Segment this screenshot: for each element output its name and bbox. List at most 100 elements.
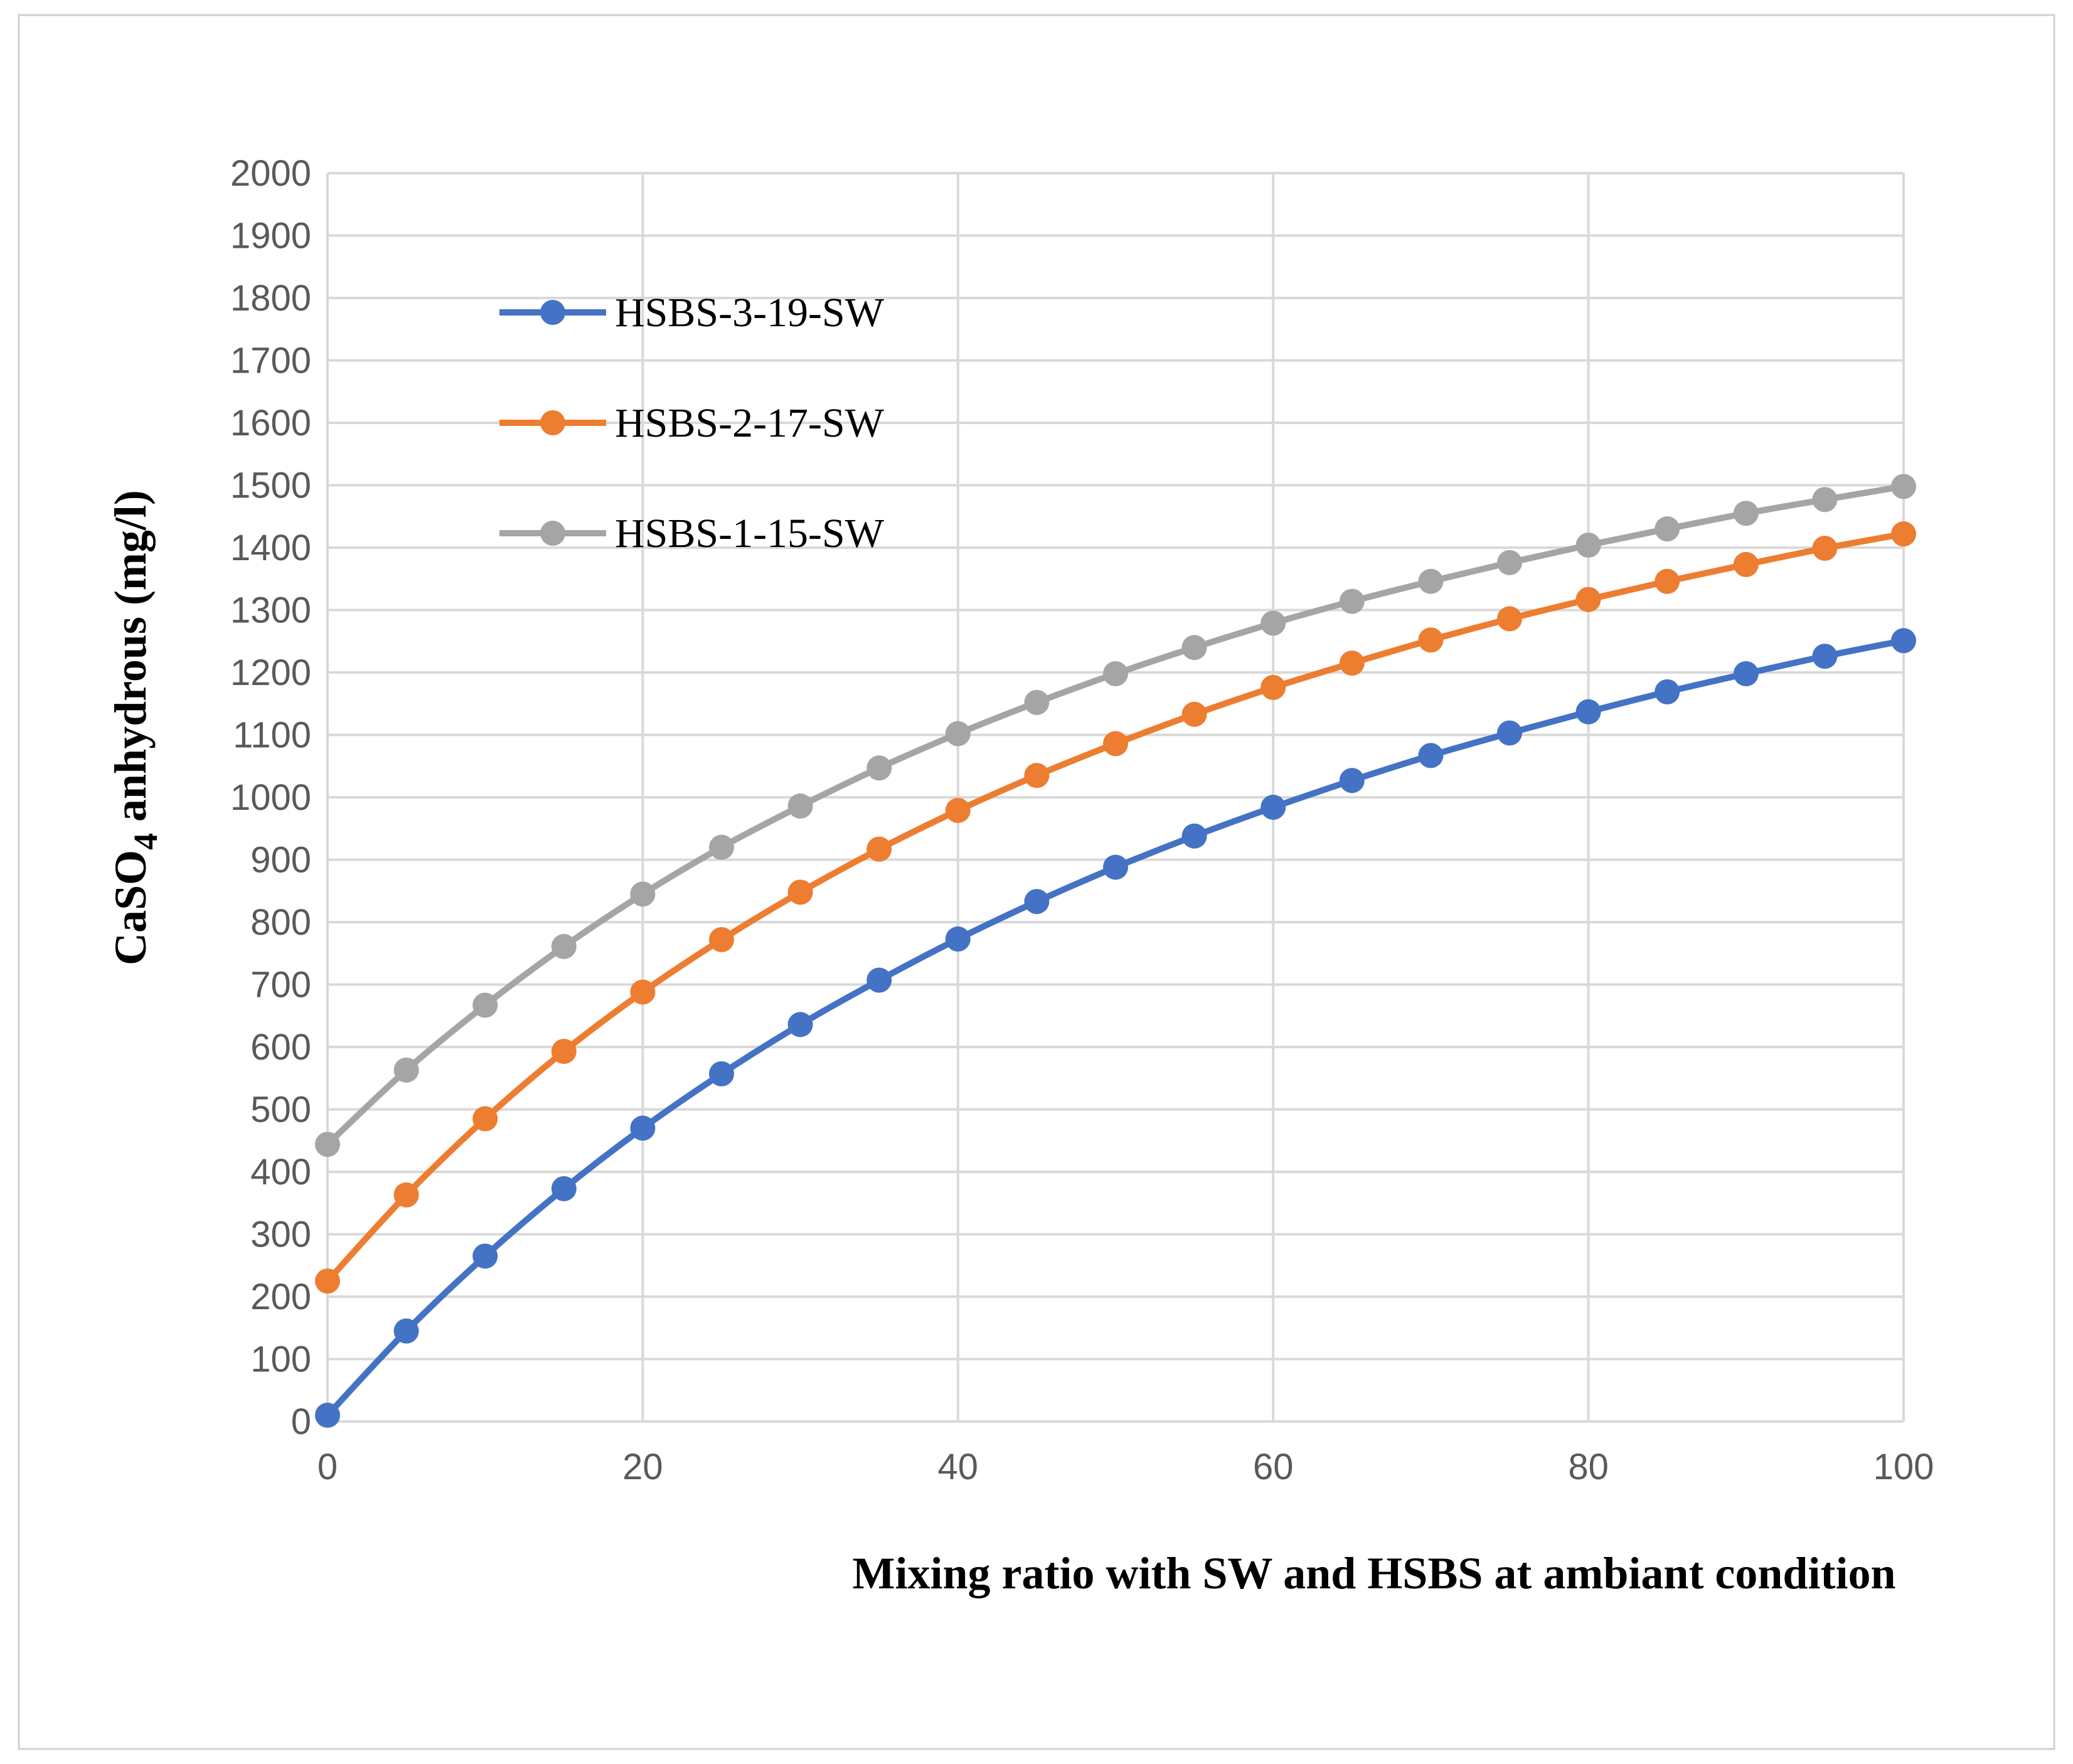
- y-tick-label: 300: [250, 1214, 311, 1255]
- y-tick-label: 1800: [230, 278, 311, 319]
- data-point: [472, 992, 498, 1018]
- y-tick-label: 1400: [230, 528, 311, 568]
- series-HSBS-2-17-SW: [315, 521, 1916, 1294]
- legend-marker: [540, 300, 565, 325]
- y-tick-label: 1000: [230, 777, 311, 818]
- y-tick-label: 1600: [230, 403, 311, 444]
- legend-item: HSBS-1-15-SW: [499, 511, 885, 556]
- data-point: [1655, 568, 1680, 594]
- data-point: [866, 836, 892, 862]
- data-point: [472, 1243, 498, 1269]
- data-point: [945, 721, 971, 747]
- x-tick-label: 20: [622, 1447, 663, 1487]
- y-tick-label: 1300: [230, 590, 311, 631]
- data-point: [1181, 701, 1207, 727]
- y-tick-label: 2000: [230, 153, 311, 194]
- data-point: [630, 881, 656, 907]
- data-point: [709, 927, 734, 952]
- data-point: [1575, 587, 1601, 612]
- data-point: [1497, 550, 1522, 575]
- data-point: [1891, 521, 1916, 547]
- y-tick-label: 500: [250, 1090, 311, 1130]
- data-point: [1575, 699, 1601, 725]
- x-tick-label: 100: [1873, 1447, 1934, 1487]
- data-point: [787, 1012, 813, 1038]
- data-point: [709, 834, 734, 860]
- y-axis-ticks: 0 100 200 300 400 500 600 700 800 900 1000 1100 1200…: [230, 153, 311, 1442]
- legend-marker: [540, 521, 565, 546]
- x-tick-label: 80: [1568, 1447, 1609, 1487]
- data-point: [1024, 689, 1050, 715]
- series-HSBS-3-19-SW: [315, 628, 1916, 1428]
- y-tick-label: 1700: [230, 341, 311, 381]
- legend-item: HSBS-3-19-SW: [499, 290, 885, 336]
- data-point: [1260, 610, 1286, 636]
- data-point: [551, 1038, 577, 1064]
- data-point: [1812, 644, 1838, 669]
- legend-item: HSBS-2-17-SW: [499, 400, 885, 446]
- data-point: [630, 979, 656, 1005]
- x-tick-label: 40: [938, 1447, 979, 1487]
- data-point: [787, 879, 813, 905]
- data-point: [1655, 679, 1680, 704]
- data-point: [1418, 568, 1444, 594]
- y-tick-label: 800: [250, 902, 311, 943]
- data-point: [393, 1318, 419, 1344]
- data-point: [866, 967, 892, 993]
- data-point: [787, 793, 813, 819]
- data-point: [1733, 501, 1759, 526]
- data-point: [1339, 588, 1365, 614]
- data-point: [315, 1132, 340, 1157]
- y-axis-title-rest: anhydrous (mg/l): [105, 490, 156, 833]
- data-point: [1339, 651, 1365, 676]
- legend: HSBS-3-19-SW HSBS-2-17-SW HSBS-1-15-SW: [499, 290, 885, 556]
- data-point: [945, 926, 971, 952]
- data-point: [393, 1057, 419, 1083]
- y-tick-label: 400: [250, 1152, 311, 1193]
- data-point: [1812, 535, 1838, 561]
- series-group: [315, 474, 1916, 1428]
- data-point: [945, 797, 971, 823]
- data-point: [1181, 823, 1207, 849]
- y-tick-label: 1500: [230, 465, 311, 506]
- data-point: [1418, 743, 1444, 768]
- legend-marker: [540, 410, 565, 435]
- chart-border: [18, 14, 2055, 1750]
- data-point: [1024, 763, 1050, 789]
- x-axis-title: Mixing ratio with SW and HSBS at ambiant…: [853, 1548, 1896, 1598]
- data-point: [1418, 627, 1444, 653]
- data-point: [1103, 661, 1128, 686]
- y-tick-label: 1900: [230, 216, 311, 257]
- data-point: [551, 933, 577, 959]
- data-point: [1733, 551, 1759, 577]
- data-point: [1260, 794, 1286, 820]
- y-tick-label: 1200: [230, 652, 311, 693]
- data-point: [1103, 731, 1128, 757]
- y-tick-label: 700: [250, 965, 311, 1006]
- data-point: [866, 755, 892, 781]
- y-tick-label: 200: [250, 1277, 311, 1317]
- data-point: [1812, 487, 1838, 513]
- data-point: [1260, 674, 1286, 700]
- data-point: [315, 1403, 340, 1428]
- data-point: [393, 1182, 419, 1208]
- data-point: [1891, 474, 1916, 499]
- data-point: [709, 1061, 734, 1087]
- y-axis-title-main: CaSO: [105, 850, 156, 965]
- legend-label: HSBS-2-17-SW: [615, 400, 885, 446]
- data-point: [1339, 768, 1365, 794]
- data-point: [1891, 628, 1916, 654]
- y-tick-label: 0: [291, 1401, 311, 1442]
- series-HSBS-1-15-SW: [315, 474, 1916, 1157]
- data-point: [1575, 533, 1601, 558]
- y-tick-label: 100: [250, 1339, 311, 1380]
- data-point: [630, 1115, 656, 1141]
- y-tick-label: 900: [250, 840, 311, 881]
- y-tick-label: 1100: [233, 715, 311, 756]
- data-point: [472, 1106, 498, 1132]
- y-tick-label: 600: [250, 1027, 311, 1068]
- x-axis-ticks: 0 20 40 60 80 100: [317, 1447, 1934, 1487]
- legend-label: HSBS-1-15-SW: [615, 511, 885, 556]
